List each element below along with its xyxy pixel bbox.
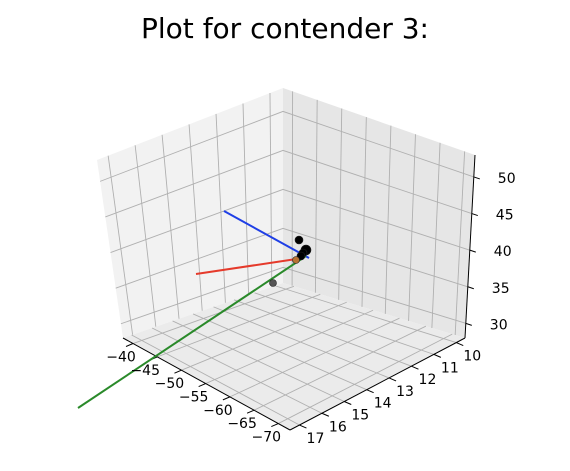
x-tick-label: −70 (252, 430, 282, 446)
x-tick-label: −45 (130, 363, 160, 379)
x-wall-gridline (269, 93, 273, 287)
y-tick-label: 15 (351, 407, 369, 423)
y-wall-gridline (454, 151, 466, 336)
z-tick-label: 35 (492, 281, 510, 297)
x-floor-gridline (278, 333, 453, 424)
y-tick-mark (411, 365, 419, 370)
pane-right (283, 88, 475, 338)
z-gridline (99, 110, 474, 182)
y-tick-mark (299, 424, 307, 429)
y-floor-gridline (172, 320, 345, 402)
grid-lines (99, 91, 474, 426)
x-floor-gridline (205, 309, 374, 384)
axes (122, 154, 480, 431)
y-tick-mark (344, 401, 352, 405)
x-tick-label: −60 (203, 403, 233, 419)
x-wall-gridline (161, 134, 180, 319)
x-floor-gridline (181, 301, 347, 371)
z-tick-label: 40 (494, 244, 512, 260)
z-tick-label: 50 (498, 171, 516, 187)
y-tick-mark (321, 412, 330, 417)
x-floor-gridline (157, 293, 321, 358)
y-floor-gridline (131, 334, 300, 426)
y-wall-gridline (431, 142, 441, 329)
x-tick-mark (222, 396, 231, 401)
y-tick-mark (388, 377, 397, 382)
y-wall-gridline (291, 91, 294, 286)
x-wall-gridline (107, 155, 134, 335)
z-tick-mark (467, 286, 474, 290)
y-floor-gridline (254, 292, 434, 355)
x-tick-mark (246, 409, 255, 414)
x-wall-gridline (134, 145, 157, 327)
x-tick-label: −65 (227, 416, 257, 432)
z-tick-mark (471, 213, 478, 217)
y-tick-label: 13 (396, 384, 414, 400)
y-tick-mark (366, 389, 374, 394)
pane-floor (123, 283, 465, 430)
y-floor-gridline (233, 299, 412, 367)
y-tick-mark (456, 342, 464, 347)
z-gridline (110, 188, 470, 253)
x-tick-label: −55 (179, 390, 209, 406)
pane-left (97, 88, 283, 338)
z-gridline (105, 149, 472, 218)
x-wall-gridline (215, 113, 226, 303)
y-floor-gridline (192, 313, 367, 391)
y-tick-label: 14 (374, 396, 392, 412)
y-floor-gridline (274, 285, 457, 344)
x-floor-gridline (253, 325, 427, 411)
y-tick-mark (433, 353, 442, 358)
z-axis-line (464, 154, 476, 339)
data-point (294, 235, 304, 245)
x-tick-label: −40 (106, 350, 136, 366)
series-line (195, 257, 304, 275)
chart-title: Plot for contender 3: (141, 12, 429, 45)
z-tick-mark (465, 322, 472, 326)
data-point (269, 279, 277, 287)
x-floor-gridline (132, 285, 295, 344)
y-wall-gridline (314, 99, 318, 293)
y-tick-label: 16 (329, 419, 347, 435)
data-point (292, 256, 300, 264)
y-floor-gridline (213, 306, 390, 379)
x-wall-gridline (188, 124, 203, 311)
y-tick-label: 10 (463, 349, 481, 365)
y-tick-label: 12 (419, 372, 437, 388)
y-wall-gridline (384, 125, 392, 314)
x-wall-gridline (242, 103, 250, 295)
y-wall-gridline (361, 117, 367, 307)
z-tick-label: 45 (496, 208, 514, 224)
x-tick-mark (271, 423, 279, 428)
x-axis-line (122, 337, 291, 431)
series-line (223, 210, 310, 259)
series-line (77, 255, 307, 409)
y-axis-line (289, 337, 466, 431)
y-tick-label: 17 (307, 431, 325, 447)
y-wall-gridline (338, 108, 343, 300)
x-tick-mark (198, 383, 206, 387)
z-gridline (115, 227, 468, 289)
x-tick-mark (125, 343, 134, 347)
x-tick-mark (174, 369, 182, 374)
y-wall-gridline (408, 134, 416, 321)
z-tick-mark (469, 249, 476, 253)
data-layer (77, 210, 312, 409)
y-tick-label: 11 (441, 360, 459, 376)
z-tick-mark (473, 176, 480, 180)
z-gridline (120, 266, 466, 325)
y-floor-gridline (151, 327, 323, 414)
x-tick-label: −50 (155, 376, 185, 392)
z-tick-label: 30 (490, 317, 508, 333)
x-floor-gridline (229, 317, 400, 398)
